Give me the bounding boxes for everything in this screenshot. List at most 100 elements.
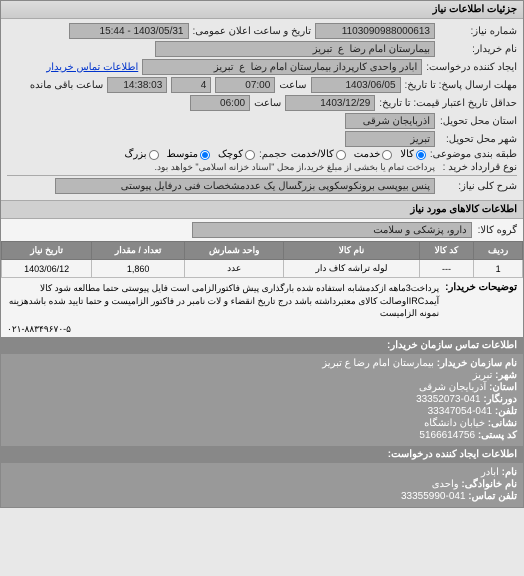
desc-bottom: ۰۲۱-۸۸۳۴۹۶۷۰-۵ — [1, 324, 523, 337]
col-row: ردیف — [474, 242, 523, 260]
prov-label: استان: — [489, 382, 517, 393]
deadline-time-field[interactable] — [215, 77, 275, 93]
group-label: طبقه بندی موضوعی: — [430, 149, 517, 160]
city-label: شهر: — [495, 370, 517, 381]
row-deadline: مهلت ارسال پاسخ: تا تاریخ: ساعت ساعت باق… — [7, 77, 517, 93]
lname-value: واحدی — [432, 479, 459, 490]
details-window: جزئیات اطلاعات نیاز شماره نیاز: تاریخ و … — [0, 0, 524, 508]
radio-large-label: بزرگ — [124, 149, 146, 160]
desc-box: توضیحات خریدار: پرداخت3ماهه ازکدمشابه اس… — [1, 278, 523, 324]
cell-name: لوله تراشه کاف دار — [284, 260, 419, 278]
tel-label: تلفن: — [495, 406, 517, 417]
cell-qty: 1,860 — [92, 260, 185, 278]
row-buyer: نام خریدار: — [7, 41, 517, 57]
size-label: حجمم: — [259, 149, 287, 160]
goods-group-label: گروه کالا: — [478, 225, 517, 236]
panel-title: جزئیات اطلاعات نیاز — [433, 4, 517, 15]
valid-date-field[interactable] — [285, 95, 375, 111]
row-creator: ایجاد کننده درخواست: اطلاعات تماس خریدار — [7, 59, 517, 75]
prov-exec-field[interactable] — [345, 113, 435, 129]
radio-med[interactable]: متوسط — [167, 149, 210, 160]
deadline-date-field[interactable] — [311, 77, 401, 93]
row-title: شرح کلی نیاز: — [7, 178, 517, 194]
lname-label: نام خانوادگی: — [461, 479, 517, 490]
addr-label: نشانی: — [488, 418, 517, 429]
radio-service-label: خدمت — [354, 149, 381, 160]
req-no-label: شماره نیاز: — [439, 26, 517, 37]
table-header-row: ردیف کد کالا نام کالا واحد شمارش تعداد /… — [2, 242, 523, 260]
desc-text: پرداخت3ماهه ازکدمشابه استفاده شده بارگذا… — [7, 282, 439, 320]
creator-field[interactable] — [142, 59, 422, 75]
tel-value: 041-33347054 — [428, 406, 493, 417]
col-code: کد کالا — [419, 242, 474, 260]
radio-both-input[interactable] — [336, 150, 346, 160]
title-field[interactable] — [55, 178, 435, 194]
buyer-field[interactable] — [155, 41, 435, 57]
radio-service[interactable]: خدمت — [354, 149, 393, 160]
radio-med-label: متوسط — [167, 149, 198, 160]
row-group: طبقه بندی موضوعی: کالا خدمت کالا/خدمت حج… — [7, 149, 517, 160]
form-area: شماره نیاز: تاریخ و ساعت اعلان عمومی: نا… — [1, 19, 523, 200]
row-city-exec: شهر محل تحویل: — [7, 131, 517, 147]
radio-goods-label: کالا — [400, 149, 414, 160]
radio-goods-input[interactable] — [416, 150, 426, 160]
buyer-label: نام خریدار: — [439, 44, 517, 55]
row-valid: حداقل تاریخ اعتبار قیمت: تا تاریخ: ساعت — [7, 95, 517, 111]
size-radio-group: کوچک متوسط بزرگ — [124, 149, 255, 160]
ctel-value: 041-33355990 — [401, 491, 466, 502]
req-no-field[interactable] — [315, 23, 435, 39]
goods-table: ردیف کد کالا نام کالا واحد شمارش تعداد /… — [1, 241, 523, 278]
name-label: نام: — [502, 467, 517, 478]
row-prov-exec: استان محل تحویل: — [7, 113, 517, 129]
post-label: کد پستی: — [478, 430, 517, 441]
separator — [7, 175, 517, 176]
cell-date: 1403/06/12 — [2, 260, 92, 278]
radio-med-input[interactable] — [200, 150, 210, 160]
radio-both-label: کالا/خدمت — [291, 149, 334, 160]
radio-small-input[interactable] — [245, 150, 255, 160]
remain-count-field[interactable] — [171, 77, 211, 93]
remain-label: ساعت باقی مانده — [30, 80, 103, 91]
radio-small[interactable]: کوچک — [218, 149, 255, 160]
cell-unit: عدد — [185, 260, 284, 278]
post-value: 5166614756 — [419, 430, 475, 441]
contact-body: نام سازمان خریدار: بیمارستان امام رضا ع … — [1, 354, 523, 446]
radio-goods[interactable]: کالا — [400, 149, 426, 160]
valid-label: حداقل تاریخ اعتبار قیمت: تا تاریخ: — [379, 98, 517, 109]
goods-group-field[interactable] — [192, 222, 472, 238]
contract-label: نوع قرارداد خرید : — [439, 162, 517, 173]
prov-exec-label: استان محل تحویل: — [439, 116, 517, 127]
title-label: شرح کلی نیاز: — [439, 181, 517, 192]
pub-date-label: تاریخ و ساعت اعلان عمومی: — [193, 26, 312, 37]
radio-both[interactable]: کالا/خدمت — [291, 149, 346, 160]
valid-time-label: ساعت — [254, 98, 281, 109]
creator-body: نام: ابادر نام خانوادگی: واحدی تلفن تماس… — [1, 463, 523, 507]
pub-date-field[interactable] — [69, 23, 189, 39]
row-contract: نوع قرارداد خرید : پرداخت تمام یا بخشی ا… — [7, 162, 517, 173]
radio-service-input[interactable] — [382, 150, 392, 160]
remain-time-field[interactable] — [107, 77, 167, 93]
cell-row: 1 — [474, 260, 523, 278]
valid-time-field[interactable] — [190, 95, 250, 111]
desc-label: توضیحات خریدار: — [445, 282, 517, 320]
radio-large[interactable]: بزرگ — [124, 149, 158, 160]
city-value: تبریز — [473, 370, 493, 381]
col-name: نام کالا — [284, 242, 419, 260]
goods-group-row: گروه کالا: — [1, 219, 523, 241]
city-exec-field[interactable] — [345, 131, 435, 147]
group-radio-group: کالا خدمت کالا/خدمت — [291, 149, 426, 160]
contact-link[interactable]: اطلاعات تماس خریدار — [46, 62, 138, 73]
prov-value: آذربایجان شرقی — [419, 382, 486, 393]
city-exec-label: شهر محل تحویل: — [439, 134, 517, 145]
radio-large-input[interactable] — [149, 150, 159, 160]
deadline-label: مهلت ارسال پاسخ: تا تاریخ: — [405, 80, 517, 91]
contract-note: پرداخت تمام یا بخشی از مبلغ خرید،از محل … — [155, 162, 435, 173]
name-value: ابادر — [481, 467, 499, 478]
col-date: تاریخ نیاز — [2, 242, 92, 260]
table-row[interactable]: 1 --- لوله تراشه کاف دار عدد 1,860 1403/… — [2, 260, 523, 278]
goods-header: اطلاعات کالاهای مورد نیاز — [1, 200, 523, 219]
creator-header: اطلاعات ایجاد کننده درخواست: — [1, 446, 523, 463]
org-label: نام سازمان خریدار: — [437, 358, 517, 369]
row-req-no: شماره نیاز: تاریخ و ساعت اعلان عمومی: — [7, 23, 517, 39]
col-unit: واحد شمارش — [185, 242, 284, 260]
